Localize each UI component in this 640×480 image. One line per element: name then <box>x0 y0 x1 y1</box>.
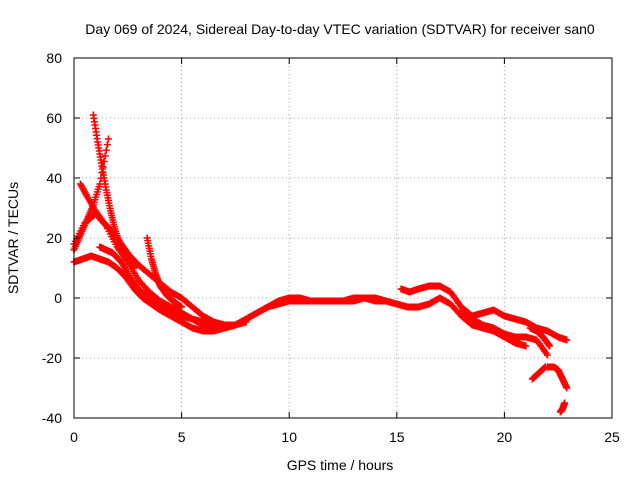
data-point <box>561 399 569 407</box>
y-tick-label: 20 <box>46 230 62 246</box>
data-point <box>563 336 571 344</box>
y-tick-label: 80 <box>46 50 62 66</box>
data-point <box>96 180 104 188</box>
marks-layer <box>70 111 571 416</box>
y-tick-label: -20 <box>42 350 62 366</box>
data-point <box>242 318 250 326</box>
data-point <box>129 263 137 271</box>
series-track-n <box>556 399 569 416</box>
data-point <box>104 135 112 143</box>
x-tick-label: 5 <box>178 429 186 445</box>
tick-layer: 0 5 10 15 20 25 -40 -20 0 20 40 60 80 <box>42 50 620 445</box>
data-point <box>178 303 186 311</box>
data-point <box>130 264 138 272</box>
x-tick-label: 0 <box>70 429 78 445</box>
data-point <box>97 174 105 182</box>
data-point <box>545 341 553 349</box>
data-point <box>103 141 111 149</box>
y-tick-label: 0 <box>54 290 62 306</box>
series-track-f <box>96 243 229 329</box>
x-tick-label: 15 <box>389 429 405 445</box>
y-tick-label: -40 <box>42 410 62 426</box>
series-track-j <box>457 306 551 359</box>
x-tick-label: 25 <box>604 429 620 445</box>
series-track-m <box>528 363 549 383</box>
data-point <box>522 342 530 350</box>
data-point <box>99 163 107 171</box>
data-point <box>563 384 571 392</box>
y-tick-label: 40 <box>46 170 62 186</box>
y-axis-title: SDTVAR / TECUs <box>5 182 21 294</box>
chart-title: Day 069 of 2024, Sidereal Day-to-day VTE… <box>85 21 595 37</box>
data-point <box>546 342 554 350</box>
grid-layer <box>74 58 612 418</box>
series-track-g <box>143 234 186 311</box>
x-tick-label: 10 <box>281 429 297 445</box>
data-point <box>221 321 229 329</box>
y-tick-label: 60 <box>46 110 62 126</box>
series-track-d <box>89 111 138 272</box>
data-point <box>100 158 108 165</box>
data-point <box>102 146 110 154</box>
series-track-k <box>526 324 554 350</box>
data-point <box>98 169 106 177</box>
data-point <box>543 351 551 359</box>
data-point <box>541 363 549 371</box>
x-axis-title: GPS time / hours <box>287 457 394 473</box>
data-point <box>101 152 109 160</box>
x-tick-label: 20 <box>497 429 513 445</box>
